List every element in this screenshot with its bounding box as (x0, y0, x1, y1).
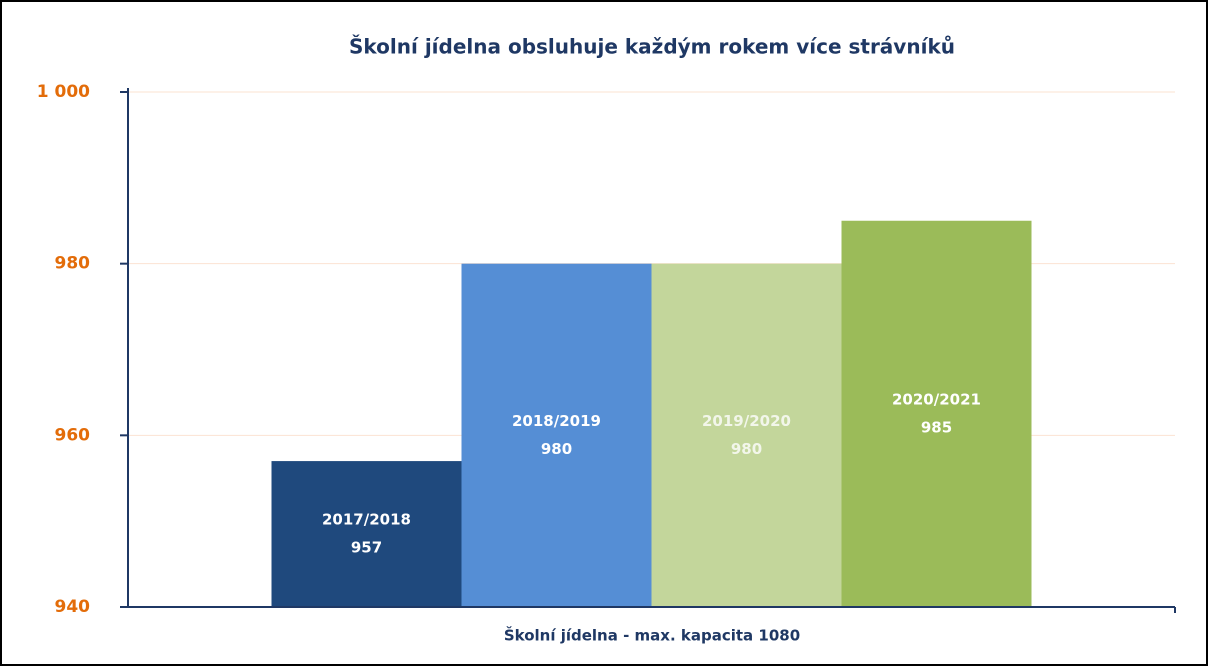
x-axis-label: Školní jídelna - max. kapacita 1080 (504, 626, 800, 645)
y-tick-label: 980 (55, 254, 91, 274)
bar (841, 220, 1032, 607)
bar-category-label: 2019/2020 (702, 412, 791, 430)
bar-category-label: 2020/2021 (892, 390, 981, 408)
data-label: 980 (731, 440, 762, 458)
bar-category-label: 2018/2019 (512, 412, 601, 430)
chart-title: Školní jídelna obsluhuje každým rokem ví… (349, 35, 955, 59)
data-label: 985 (921, 418, 952, 436)
bar (651, 263, 842, 607)
bar (461, 263, 652, 607)
data-label: 957 (351, 539, 382, 557)
y-tick-label: 940 (55, 597, 91, 617)
y-tick-label: 1 000 (37, 82, 90, 102)
y-tick-label: 960 (55, 425, 91, 445)
data-label: 980 (541, 440, 572, 458)
bar-category-label: 2017/2018 (322, 511, 411, 529)
bar (271, 461, 462, 607)
